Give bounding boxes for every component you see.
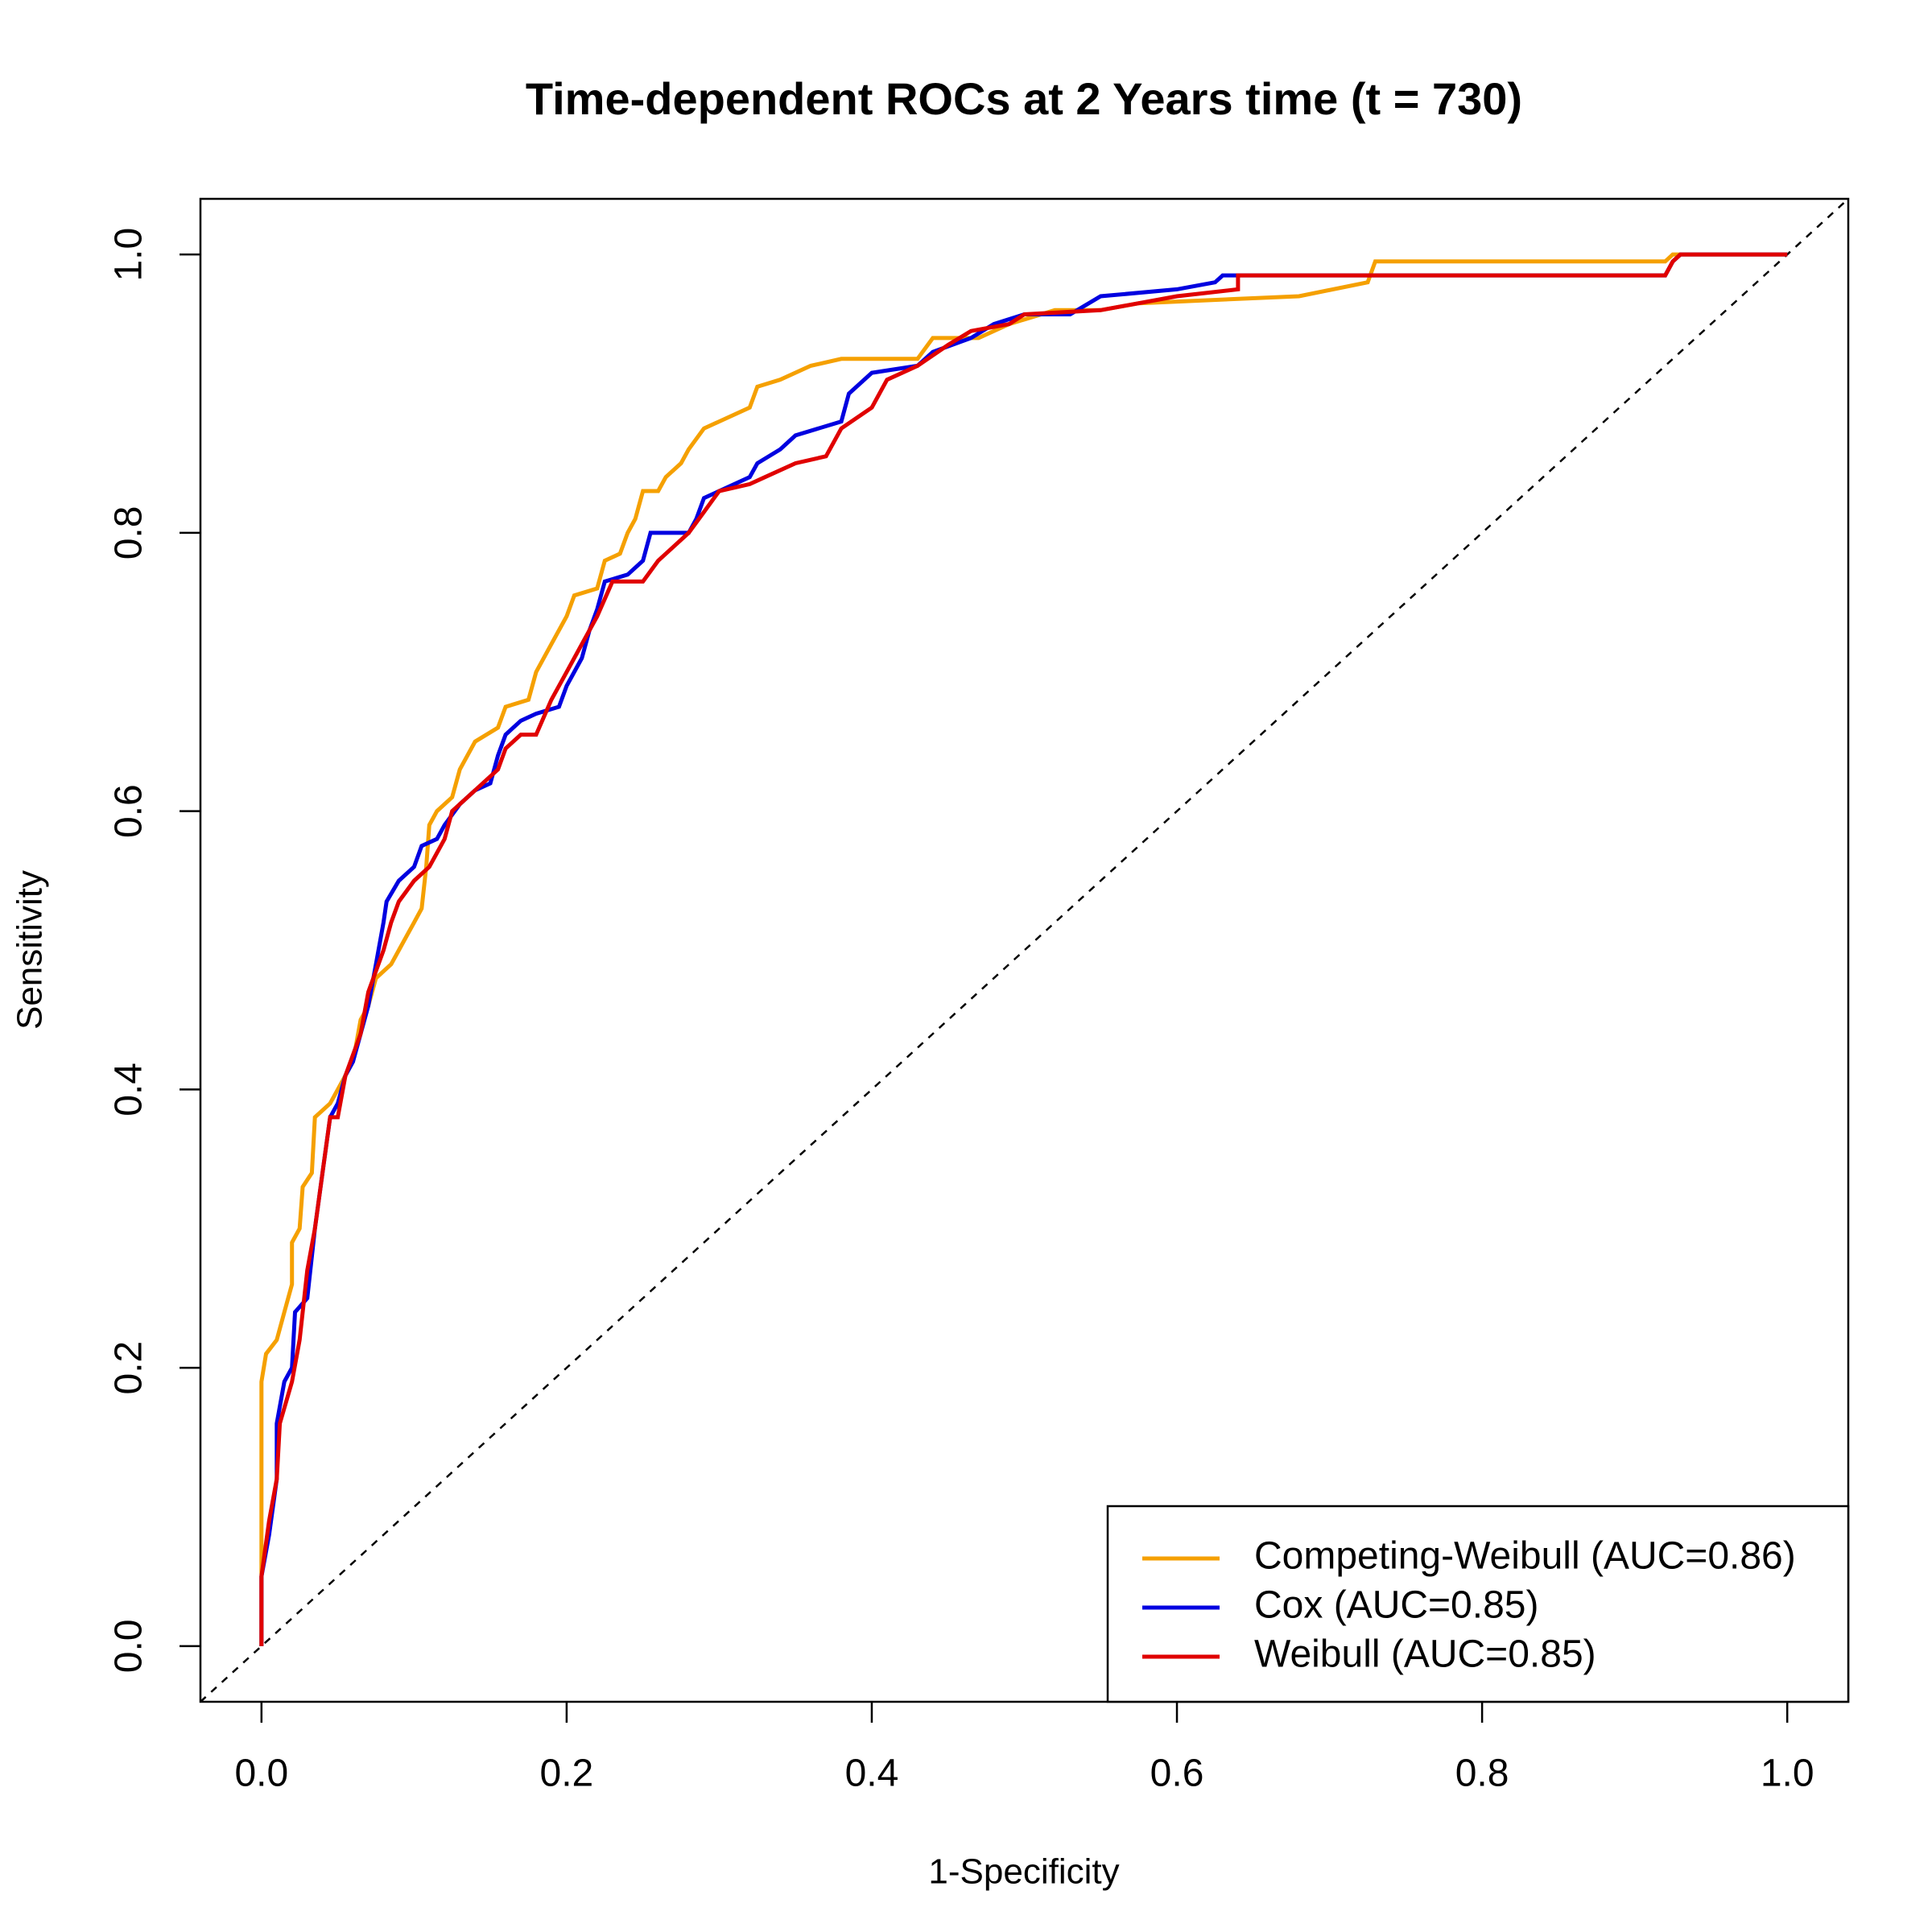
reference-line [200, 199, 1848, 1702]
x-tick-label: 0.0 [234, 1752, 288, 1795]
roc-line [259, 252, 1788, 1646]
x-axis-label: 1-Specificity [928, 1852, 1119, 1892]
x-tick-label: 1.0 [1761, 1752, 1814, 1795]
y-axis-label: Sensitivity [10, 870, 50, 1030]
x-tick-label: 0.4 [845, 1752, 899, 1795]
y-tick-label: 0.4 [108, 1063, 151, 1117]
y-tick-label: 1.0 [108, 228, 151, 282]
y-tick-label: 0.0 [108, 1619, 151, 1673]
legend-label: Competing-Weibull (AUC=0.86) [1254, 1535, 1796, 1578]
roc-line [259, 252, 1788, 1646]
legend-box [1106, 1505, 1850, 1703]
y-tick-label: 0.2 [108, 1341, 151, 1395]
y-tick-label: 0.6 [108, 784, 151, 838]
chart-title: Time-dependent ROCs at 2 Years time (t =… [526, 73, 1522, 124]
plot-frame [199, 197, 1850, 1703]
legend-label: Weibull (AUC=0.85) [1254, 1633, 1596, 1676]
x-tick-label: 0.2 [540, 1752, 594, 1795]
legend-label: Cox (AUC=0.85) [1254, 1584, 1538, 1627]
y-tick-label: 0.8 [108, 506, 151, 560]
x-tick-label: 0.8 [1455, 1752, 1509, 1795]
x-tick-label: 0.6 [1150, 1752, 1204, 1795]
